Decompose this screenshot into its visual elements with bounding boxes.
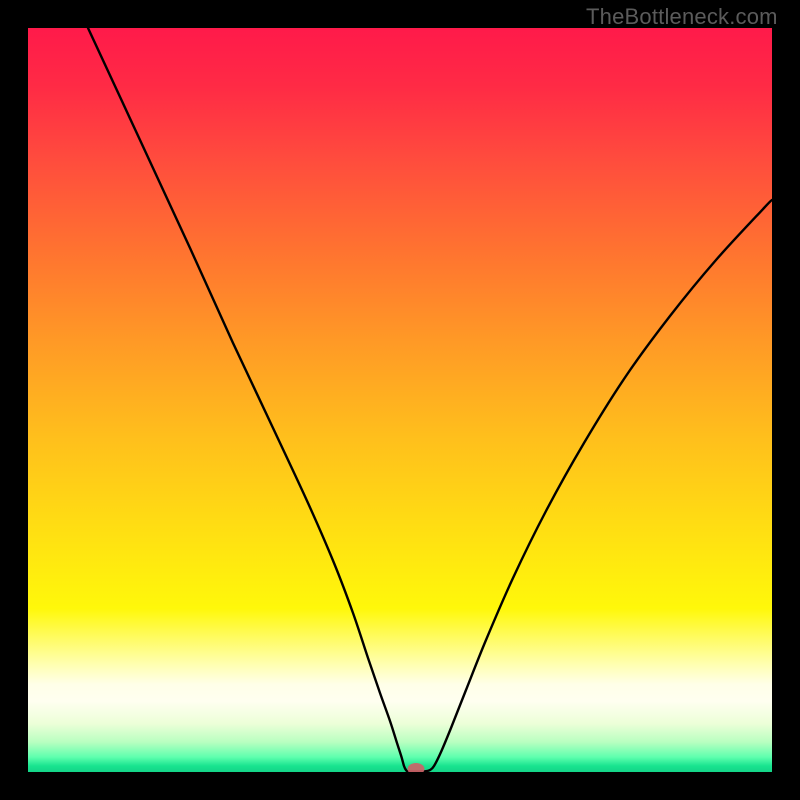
plot-group [28, 28, 772, 775]
bottleneck-chart-svg [0, 0, 800, 800]
chart-frame: TheBottleneck.com [0, 0, 800, 800]
watermark-text: TheBottleneck.com [586, 4, 778, 30]
